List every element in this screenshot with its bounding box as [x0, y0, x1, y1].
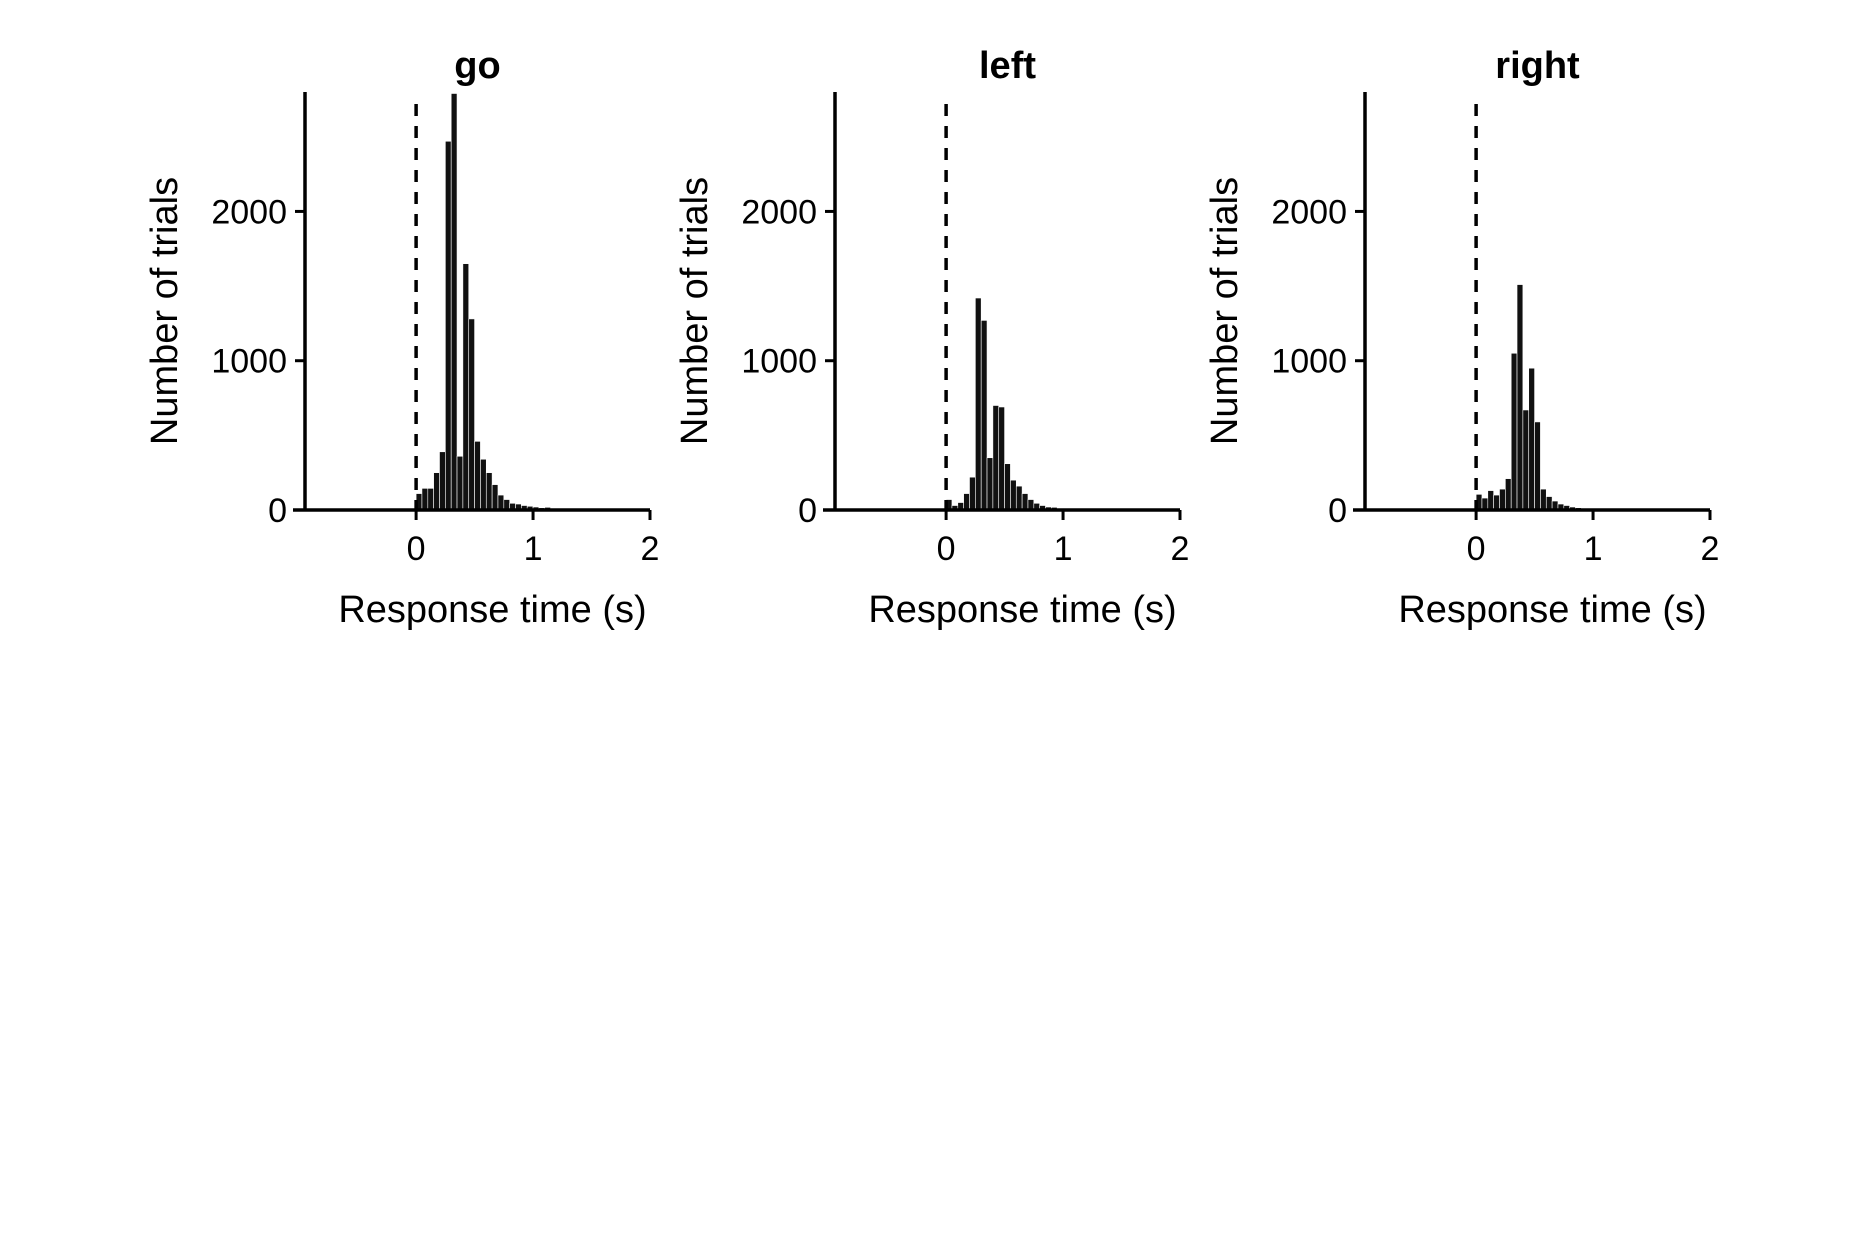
histogram-bar [468, 318, 475, 511]
panel-title: right [1495, 45, 1580, 87]
histogram-bar [485, 472, 493, 511]
panel-left: left 0 1000 2000 0 1 2 Response time (s) Number … [674, 45, 1189, 631]
histogram-bar [975, 297, 982, 511]
histogram-bar [1487, 490, 1494, 511]
y-axis-label: Number of trials [1204, 177, 1246, 445]
panel-title: left [979, 45, 1036, 87]
x-tick-label: 1 [1054, 530, 1073, 568]
y-tick-label: 1000 [1271, 343, 1347, 381]
x-axis-label: Response time (s) [1398, 589, 1706, 631]
panel-right: right 0 1000 2000 0 1 2 Response time (s) Number… [1204, 45, 1719, 631]
x-tick-label: 0 [937, 530, 956, 568]
histogram-bar [969, 476, 976, 511]
y-tick-label: 1000 [211, 343, 287, 381]
panel-title: go [454, 45, 500, 87]
x-tick-label: 2 [641, 530, 660, 568]
histogram-bar [963, 493, 970, 511]
histogram-bars [945, 297, 1157, 511]
y-tick-label: 2000 [1271, 193, 1347, 231]
histogram-bar [1010, 479, 1017, 511]
histogram-bar [1505, 478, 1512, 511]
histogram-bar [474, 441, 481, 511]
x-tick-label: 1 [524, 530, 543, 568]
histogram-bar [1534, 421, 1541, 511]
histogram-bar [1516, 284, 1524, 511]
histogram-bar [491, 484, 499, 511]
histogram-bar [433, 472, 440, 511]
x-axis-label: Response time (s) [338, 589, 646, 631]
x-tick-label: 0 [407, 530, 426, 568]
histogram-bars [415, 93, 651, 511]
y-tick-label: 2000 [211, 193, 287, 231]
histogram-bar [462, 263, 470, 511]
histogram-bar [980, 320, 988, 511]
y-axis-label: Number of trials [674, 177, 716, 445]
y-tick-label: 0 [268, 492, 287, 530]
histogram-bar [986, 457, 994, 511]
x-tick-label: 1 [1584, 530, 1603, 568]
y-tick-label: 2000 [741, 193, 817, 231]
histogram-bar [421, 488, 429, 511]
histogram-bar [480, 458, 487, 511]
histogram-bar [1021, 493, 1029, 511]
y-tick-label: 0 [1328, 492, 1347, 530]
histogram-bar [497, 494, 505, 511]
x-axis-label: Response time (s) [868, 589, 1176, 631]
histogram-bar [1015, 485, 1023, 511]
histogram-bar [1528, 367, 1535, 511]
histogram-bar [1499, 488, 1506, 511]
histogram-bar [992, 405, 1000, 511]
histogram-bar [427, 488, 434, 511]
histogram-bar [445, 140, 452, 511]
histogram-bar [1493, 494, 1500, 511]
x-tick-label: 2 [1171, 530, 1190, 568]
histogram-bar [1522, 409, 1530, 511]
histogram-bar [450, 93, 458, 511]
y-axis-label: Number of trials [144, 177, 186, 445]
histogram-bar [1510, 352, 1518, 511]
histogram-bars [1475, 284, 1687, 511]
histogram-bar [1545, 496, 1553, 511]
histogram-bar [439, 451, 446, 511]
histogram-bar [998, 406, 1005, 511]
histogram-bar [1004, 463, 1011, 511]
histogram-bar [456, 455, 464, 511]
x-tick-label: 0 [1467, 530, 1486, 568]
y-tick-label: 0 [798, 492, 817, 530]
x-tick-label: 2 [1701, 530, 1720, 568]
histogram-bar [1481, 497, 1489, 511]
histogram-bar [1540, 488, 1547, 511]
y-tick-label: 1000 [741, 343, 817, 381]
panel-go: go 0 1000 2000 0 1 2 Response time (s) Number of… [144, 45, 659, 631]
